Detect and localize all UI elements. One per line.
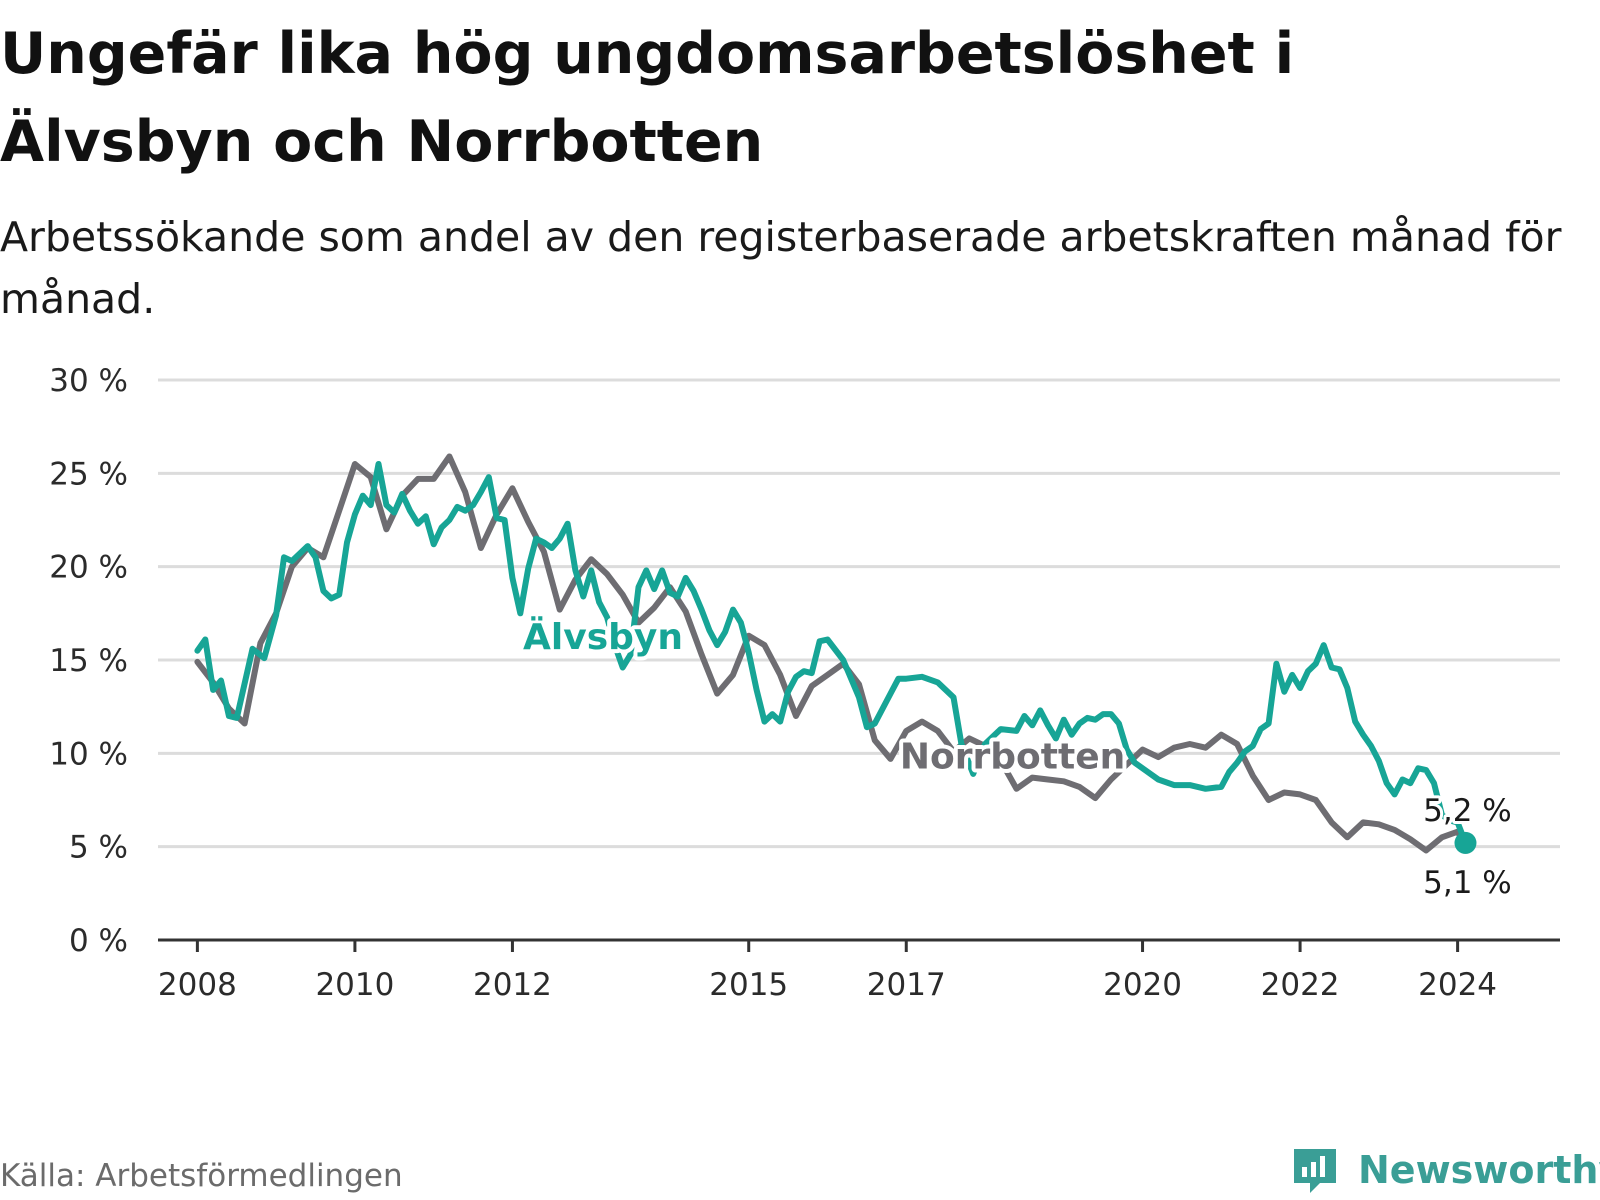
y-tick-label: 25 % bbox=[49, 456, 128, 492]
x-tick-label: 2012 bbox=[473, 967, 552, 1003]
x-axis-tick-labels: 2008 2010 2012 2015 2017 2020 2022 2024 bbox=[158, 940, 1497, 1003]
y-tick-label: 0 % bbox=[69, 923, 128, 959]
newsworthy-logo-icon bbox=[1294, 1149, 1336, 1193]
gridlines bbox=[158, 378, 1560, 942]
y-axis-tick-labels: 0 % 5 % 10 % 15 % 20 % 25 % 30 % bbox=[49, 363, 128, 959]
series-line-alvsbyn bbox=[194, 461, 1469, 846]
x-tick-label: 2017 bbox=[867, 967, 946, 1003]
series-label-alvsbyn: Älvsbyn bbox=[523, 616, 683, 658]
brand-logo: Newsworthy bbox=[1290, 1140, 1600, 1200]
series-annotations: 5,2 % 5,1 % Älvsbyn Norrbotten bbox=[519, 612, 1515, 904]
series-lines bbox=[194, 453, 1469, 854]
chart-title: Ungefär lika hög ungdomsarbetslöshet i Ä… bbox=[0, 21, 1295, 175]
series-label-norrbotten: Norrbotten bbox=[900, 736, 1125, 777]
chart-subtitle: Arbetssökande som andel av den registerb… bbox=[0, 213, 1562, 323]
brand-name: Newsworthy bbox=[1358, 1148, 1600, 1192]
line-chart: 0 %5 %10 %15 %20 %25 %30 % 2008 2010 2012 2… bbox=[49, 363, 1560, 1003]
series-line-norrbotten bbox=[194, 453, 1469, 854]
x-tick-label: 2008 bbox=[158, 967, 237, 1003]
x-tick-label: 2022 bbox=[1261, 967, 1340, 1003]
y-tick-label: 10 % bbox=[49, 736, 128, 772]
alvsbyn-end-label: 5,2 % bbox=[1423, 793, 1512, 829]
y-tick-label: 20 % bbox=[49, 550, 128, 586]
x-tick-label: 2010 bbox=[315, 967, 394, 1003]
alvsbyn-end-point bbox=[1454, 831, 1477, 854]
norrbotten-end-label: 5,1 % bbox=[1423, 865, 1512, 901]
y-tick-label: 15 % bbox=[49, 643, 128, 679]
y-tick-label: 30 % bbox=[49, 363, 128, 399]
x-tick-label: 2015 bbox=[709, 967, 788, 1003]
source-note: Källa: Arbetsförmedlingen bbox=[0, 1158, 403, 1194]
y-tick-label: 5 % bbox=[69, 830, 128, 866]
x-tick-label: 2020 bbox=[1103, 967, 1182, 1003]
x-tick-label: 2024 bbox=[1418, 967, 1497, 1003]
